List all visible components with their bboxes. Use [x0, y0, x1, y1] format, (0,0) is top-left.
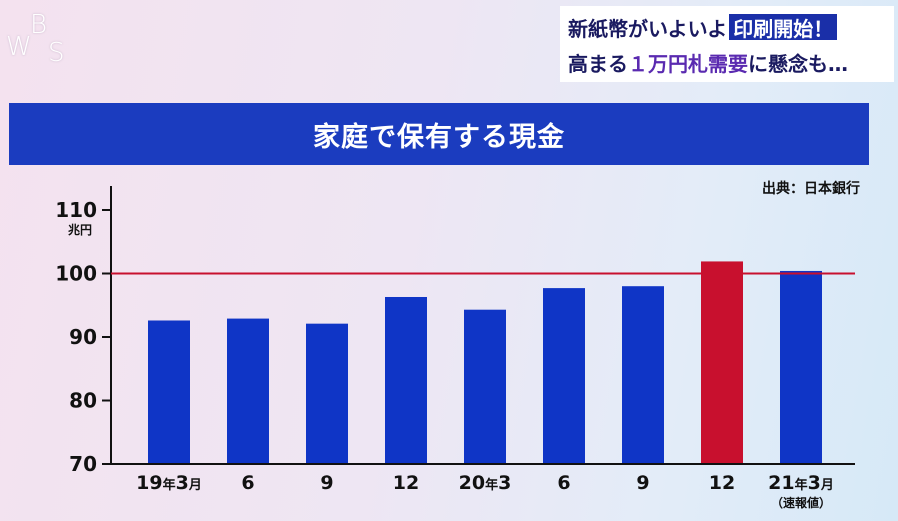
y-tick-label: 110 [55, 198, 97, 222]
chart-title: 家庭で保有する現金 [9, 103, 869, 165]
bars [148, 261, 822, 464]
x-axis: 19年3月 6 9 12 20年3 6 9 12 21年3月（速報値） [111, 463, 855, 510]
bar [306, 323, 348, 464]
bar [148, 320, 190, 464]
headline-line-2-suffix: に懸念も… [748, 51, 848, 76]
logo-letter-b: B [30, 10, 48, 40]
x-tick-note: （速報値） [771, 495, 831, 510]
x-tick-label: 12 [393, 472, 419, 494]
x-tick-label: 21年3月 [768, 472, 834, 494]
news-headline: 新紙幣がいよいよ 印刷開始！ 高まる １万円札需要 に懸念も… [560, 6, 894, 82]
wbs-logo: W B S [4, 8, 74, 70]
y-tick-label: 80 [69, 389, 97, 413]
chart-source: 出典：日本銀行 [762, 181, 860, 197]
headline-line-2-prefix: 高まる [568, 51, 628, 76]
bar [780, 270, 822, 464]
y-tick-label: 70 [69, 452, 97, 476]
bar [464, 309, 506, 464]
y-tick-label: 100 [55, 262, 97, 286]
logo-letter-w: W [6, 32, 32, 62]
headline-line-1: 新紙幣がいよいよ 印刷開始！ [568, 13, 838, 41]
x-tick-label: 12 [709, 472, 735, 494]
x-tick-label: 9 [320, 472, 333, 494]
bar [385, 296, 427, 464]
chart-title-text: 家庭で保有する現金 [313, 121, 565, 153]
headline-line-1-prefix: 新紙幣がいよいよ [568, 16, 728, 41]
x-tick-label: 6 [557, 472, 570, 494]
bar [543, 288, 585, 464]
bar [227, 318, 269, 464]
headline-line-2-emphasis: １万円札需要 [628, 51, 748, 76]
headline-line-1-highlight: 印刷開始！ [729, 14, 838, 41]
y-tick-label: 90 [69, 325, 97, 349]
x-tick-label: 20年3 [459, 472, 512, 494]
x-tick-label: 19年3月 [136, 472, 202, 494]
x-tick-label: 9 [636, 472, 649, 494]
y-axis-unit: 兆円 [68, 222, 92, 237]
logo-letter-s: S [48, 38, 65, 68]
bar [701, 261, 743, 464]
headline-line-2: 高まる １万円札需要 に懸念も… [568, 48, 848, 76]
x-tick-label: 6 [241, 472, 254, 494]
bar [622, 286, 664, 464]
